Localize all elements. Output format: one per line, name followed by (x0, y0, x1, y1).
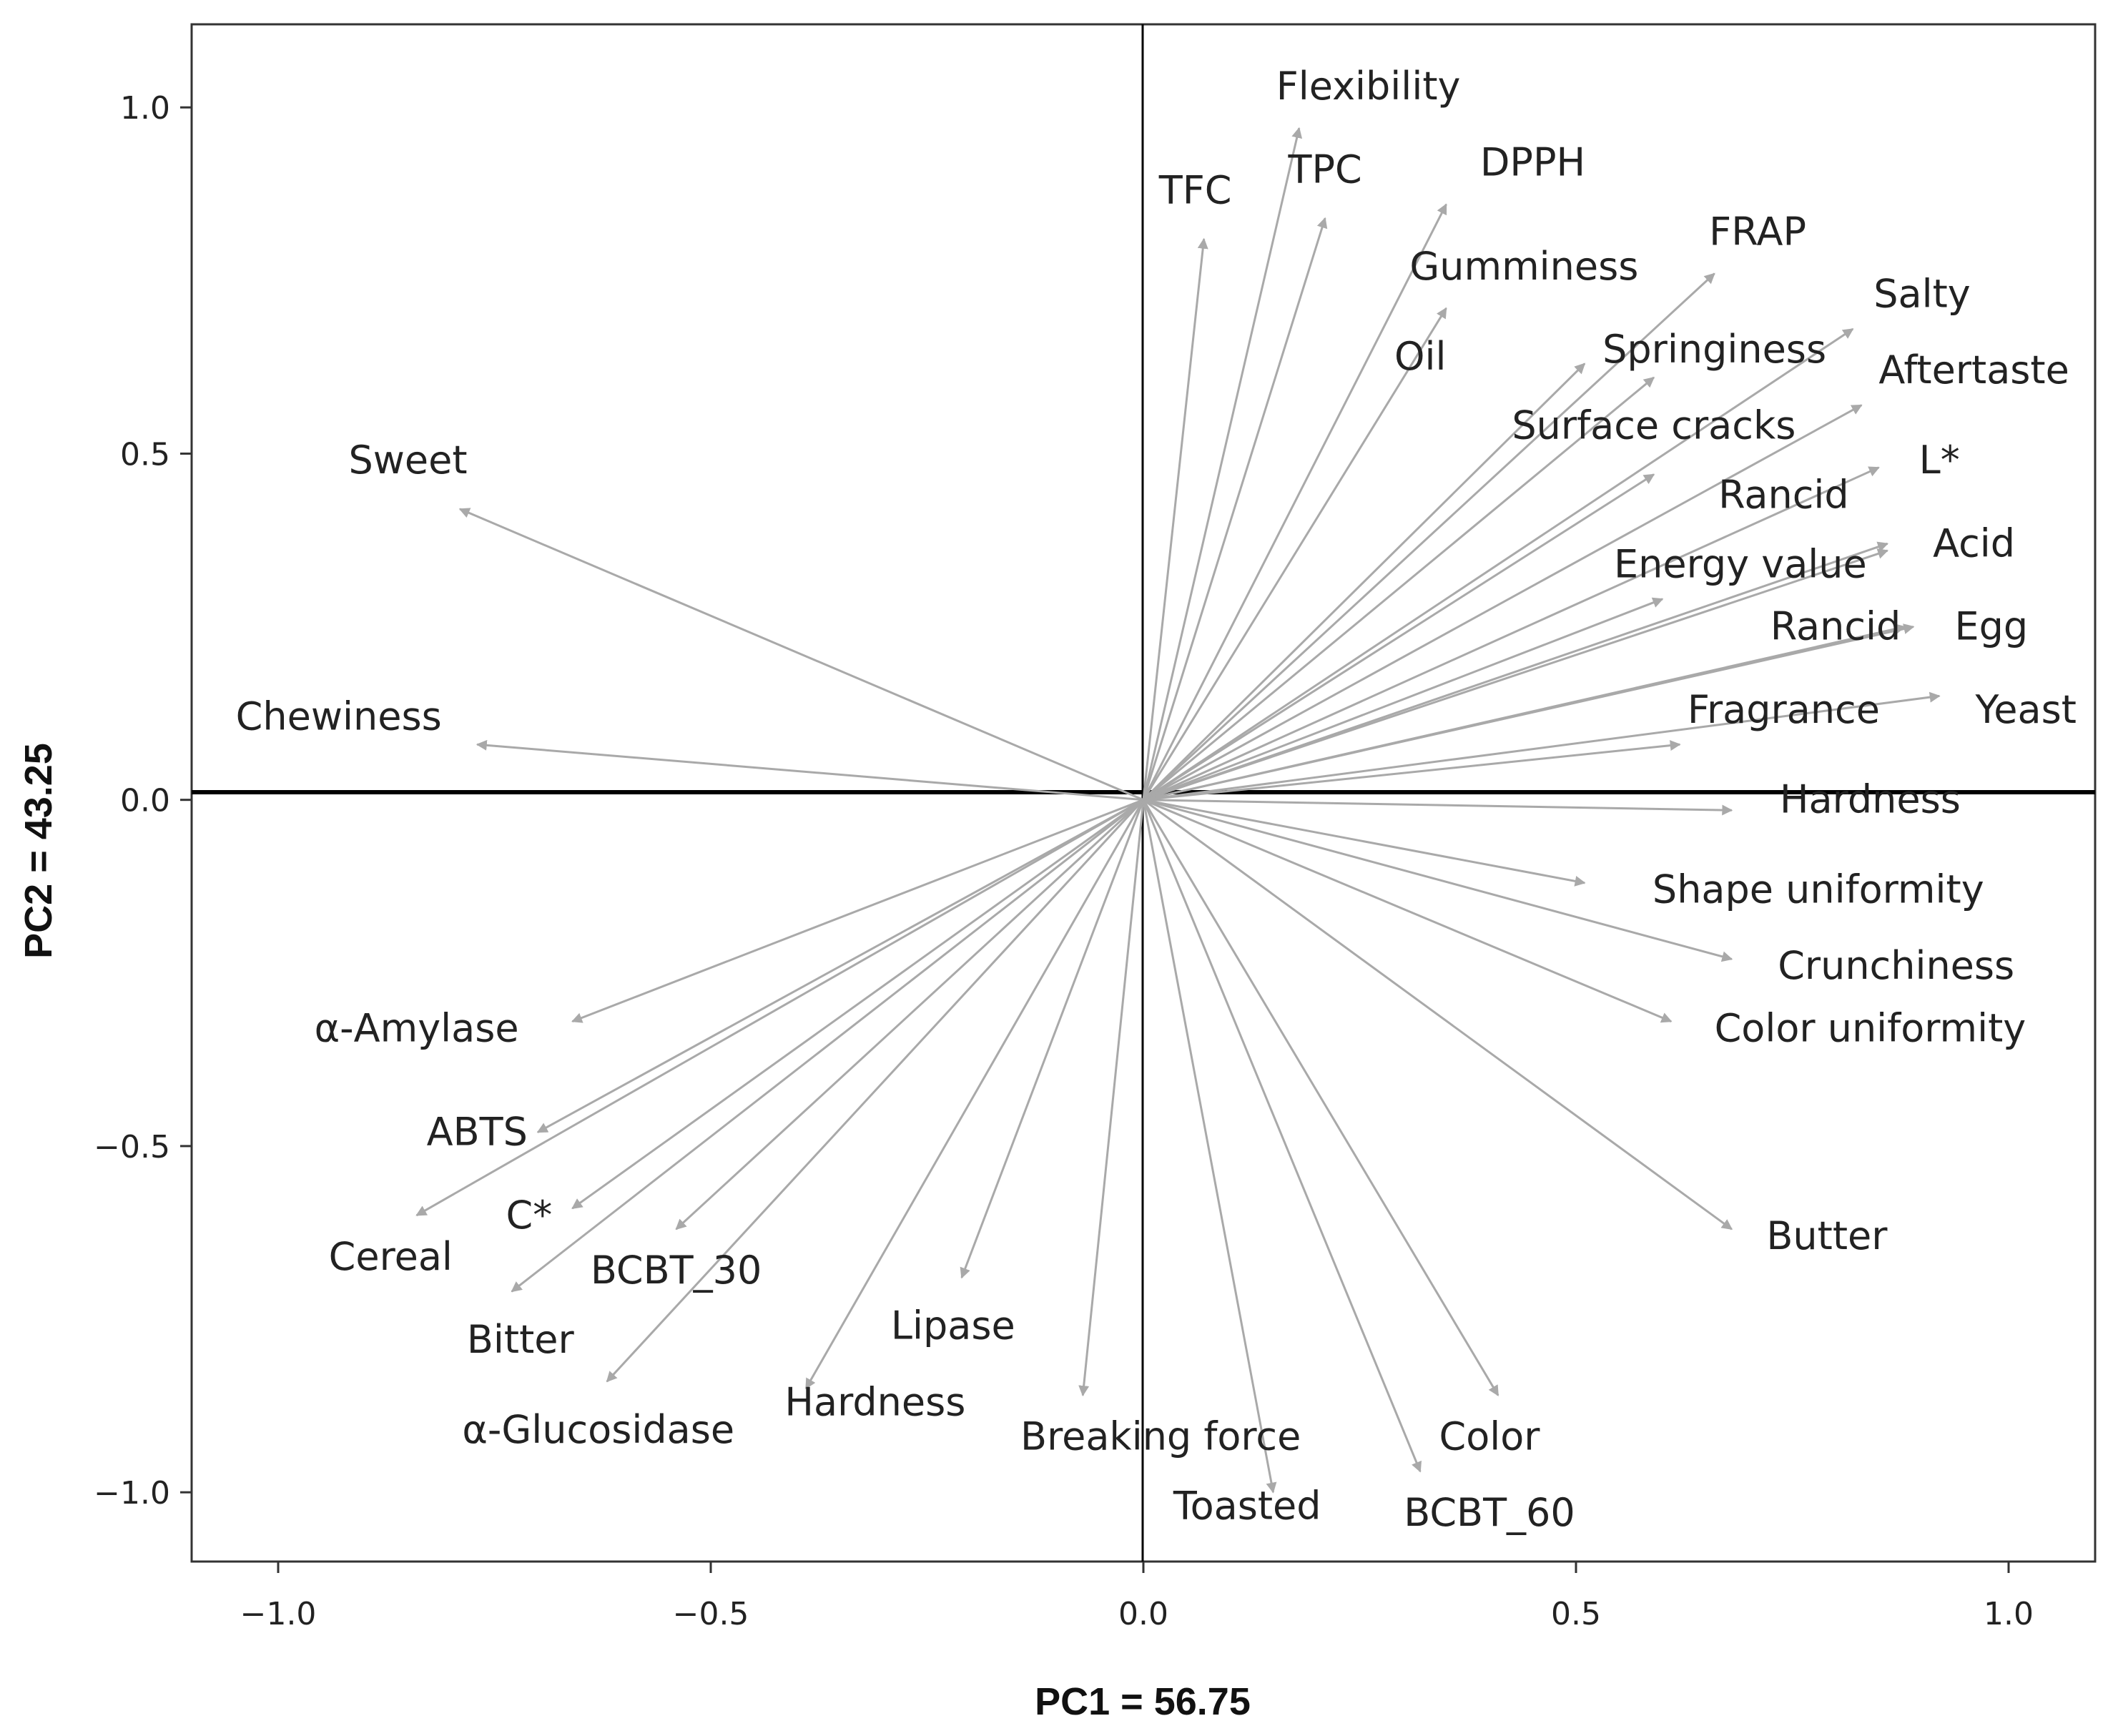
vector-label: Rancid (1770, 604, 1901, 649)
loading-arrow (1142, 272, 1715, 801)
vector-label: Bitter (467, 1317, 575, 1362)
vector-label: ABTS (427, 1110, 528, 1155)
vector-label: Hardness (784, 1379, 965, 1424)
loading-arrow (675, 799, 1145, 1231)
vector-label: Sweet (348, 438, 467, 483)
loading-arrow (1143, 466, 1880, 802)
x-tick-label: −1.0 (240, 1596, 317, 1632)
loading-arrow (1142, 237, 1208, 800)
vector-label: Flexibility (1276, 64, 1461, 109)
vector-label: α-Amylase (315, 1005, 519, 1050)
loading-arrow (606, 799, 1145, 1383)
loading-arrow (1143, 327, 1854, 801)
vector-label: Acid (1933, 521, 2015, 566)
y-axis-ticks: −1.0 −0.5 0.0 0.5 1.0 (94, 90, 192, 1511)
vector-label: TFC (1158, 167, 1232, 212)
loading-arrow (1143, 541, 1889, 802)
loading-arrow (571, 799, 1144, 1023)
vector-label: Salty (1873, 272, 1971, 317)
loading-arrow (1142, 363, 1586, 801)
loading-arrow (1078, 799, 1145, 1397)
loading-arrow (1143, 548, 1889, 802)
vector-label: TPC (1287, 147, 1361, 192)
vector-label: Chewiness (236, 694, 442, 739)
vector-labels: Flexibility TFC TPC DPPH Gumminess Oil FRAP Spr… (236, 64, 2077, 1535)
vector-label: Surface cracks (1512, 403, 1796, 448)
x-axis-ticks: −1.0 −0.5 0.0 0.5 1.0 (240, 1562, 2034, 1632)
loading-arrow (511, 799, 1144, 1293)
loading-arrow (1143, 799, 1586, 887)
y-axis-title: PC2 = 43.25 (17, 743, 60, 959)
vector-label: Butter (1766, 1213, 1888, 1258)
loading-arrow (1143, 799, 1673, 1023)
loading-arrow (1143, 799, 1733, 816)
loading-arrow (1143, 404, 1863, 801)
vector-label: Aftertaste (1878, 347, 2069, 393)
loading-arrow (1143, 597, 1664, 802)
vector-label: L* (1919, 438, 1960, 483)
vector-label: DPPH (1480, 140, 1585, 185)
vector-label: Shape uniformity (1653, 867, 1984, 912)
vector-label: Egg (1954, 604, 2028, 649)
vector-label: Toasted (1173, 1484, 1321, 1529)
vector-label: Fragrance (1688, 687, 1880, 732)
loading-arrow (1142, 217, 1328, 801)
vector-label: Rancid (1718, 473, 1849, 518)
vector-label: α-Glucosidase (462, 1407, 734, 1452)
vector-label: Energy value (1614, 541, 1867, 586)
x-axis-title: PC1 = 56.75 (1035, 1680, 1251, 1723)
loading-arrow (1142, 127, 1303, 801)
y-tick-label: −1.0 (94, 1475, 170, 1511)
loading-arrow (476, 739, 1144, 802)
y-tick-label: 1.0 (120, 90, 170, 127)
x-tick-label: 0.5 (1551, 1596, 1601, 1632)
vector-label: BCBT_30 (591, 1248, 762, 1293)
loading-arrow (1143, 473, 1655, 801)
vector-label: Springiness (1602, 327, 1826, 372)
loading-arrow (1143, 740, 1681, 802)
loading-vectors (415, 127, 1941, 1494)
vector-label: Color uniformity (1715, 1005, 2026, 1050)
x-tick-label: 0.0 (1118, 1596, 1168, 1632)
loading-arrow (1142, 799, 1277, 1494)
x-tick-label: −0.5 (673, 1596, 749, 1632)
vector-label: Breaking force (1020, 1414, 1301, 1459)
vector-label: Lipase (891, 1303, 1015, 1348)
loading-arrow (1142, 203, 1447, 801)
loading-arrow (1143, 376, 1655, 801)
vector-label: FRAP (1709, 209, 1806, 255)
vector-label: C* (506, 1193, 553, 1238)
loading-arrow (1143, 799, 1733, 962)
loading-arrow (1143, 623, 1915, 802)
y-tick-label: 0.0 (120, 783, 170, 819)
y-tick-label: 0.5 (120, 436, 170, 473)
vector-label: Yeast (1974, 687, 2076, 732)
loading-arrow (571, 799, 1144, 1210)
loading-arrow (1142, 799, 1422, 1473)
vector-label: Color (1439, 1414, 1541, 1459)
y-tick-label: −0.5 (94, 1129, 170, 1165)
loading-arrow (415, 799, 1144, 1217)
vector-label: BCBT_60 (1404, 1490, 1575, 1535)
loading-arrow (804, 799, 1145, 1390)
vector-label: Oil (1394, 334, 1447, 379)
vector-label: Hardness (1780, 777, 1961, 822)
vector-label: Gumminess (1409, 244, 1638, 289)
x-tick-label: 1.0 (1984, 1596, 2034, 1632)
vector-label: Cereal (329, 1234, 453, 1279)
loading-arrow (458, 508, 1144, 802)
loading-arrow (960, 799, 1145, 1279)
loading-arrow (1142, 799, 1499, 1396)
vector-label: Crunchiness (1778, 943, 2014, 988)
loading-arrow (1143, 691, 1941, 802)
loading-arrow (1143, 799, 1733, 1231)
loading-arrow (536, 799, 1144, 1133)
loading-arrow (1142, 307, 1447, 801)
